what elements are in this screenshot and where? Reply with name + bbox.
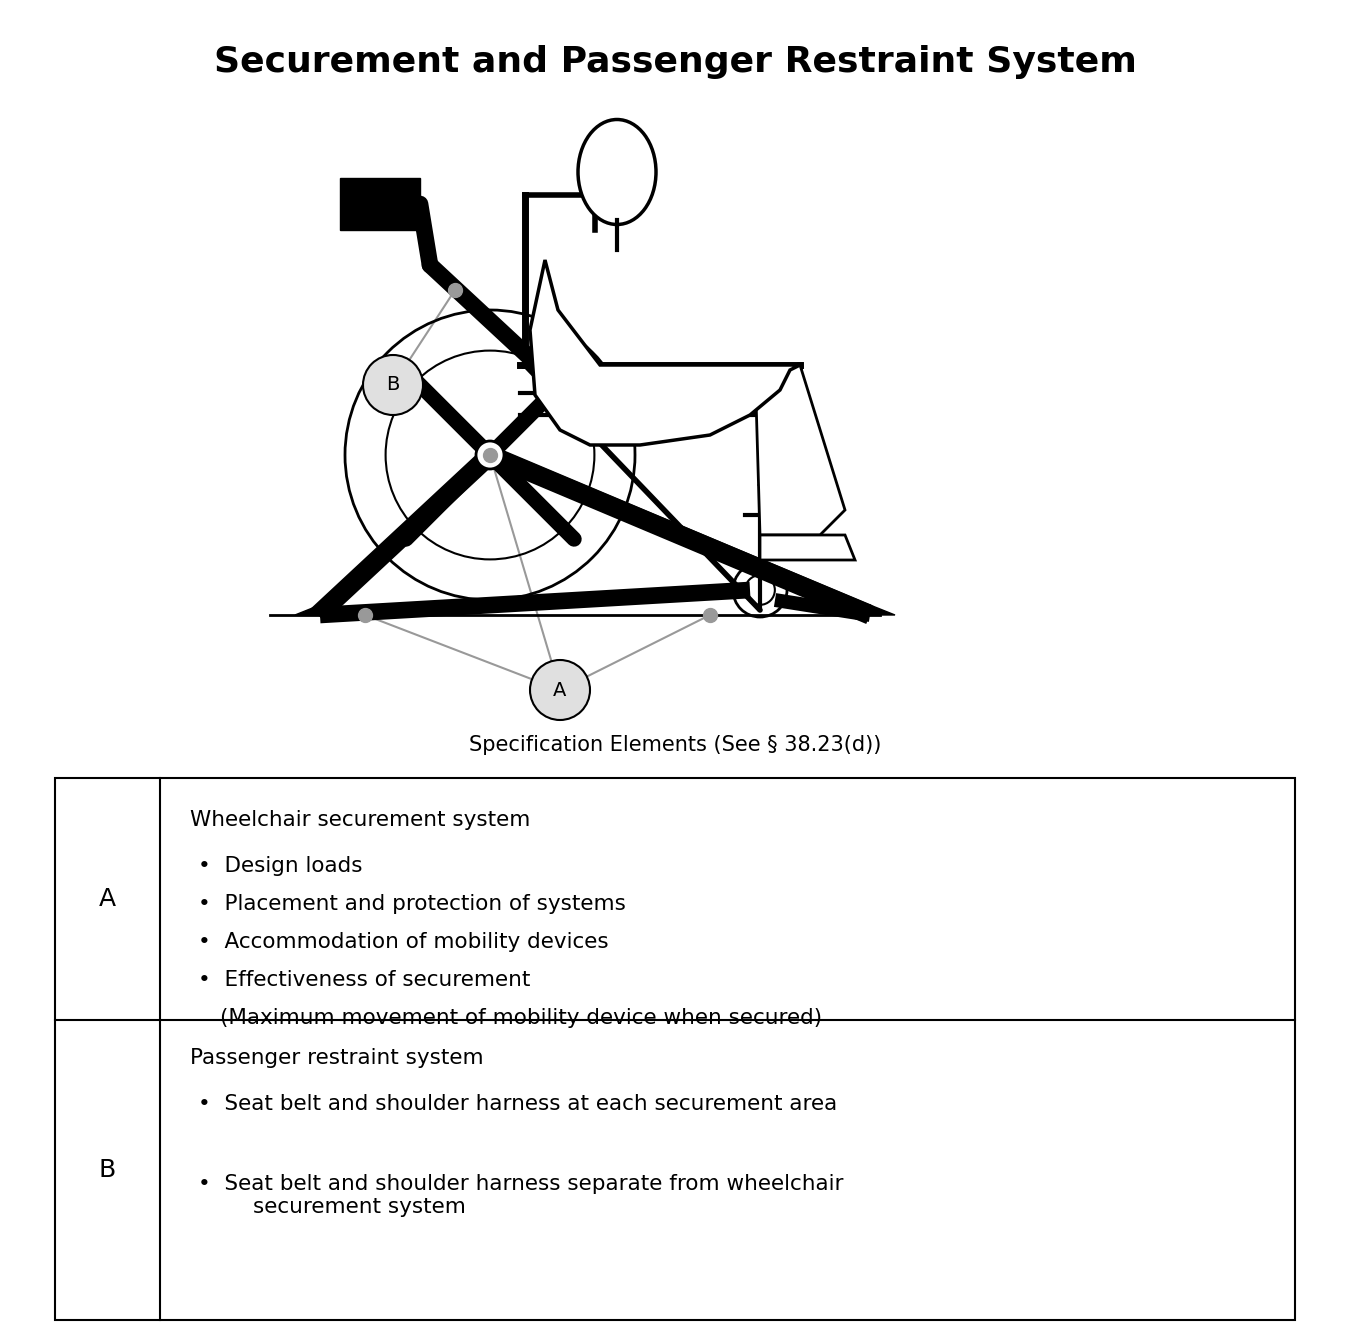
- Text: Wheelchair securement system: Wheelchair securement system: [190, 810, 531, 830]
- FancyBboxPatch shape: [55, 778, 1295, 1320]
- Text: A: A: [99, 886, 116, 911]
- Text: B: B: [386, 376, 400, 395]
- Text: (Maximum movement of mobility device when secured): (Maximum movement of mobility device whe…: [220, 1009, 822, 1027]
- Text: Securement and Passenger Restraint System: Securement and Passenger Restraint Syste…: [213, 46, 1137, 79]
- Text: •  Design loads: • Design loads: [198, 855, 363, 876]
- Polygon shape: [760, 535, 855, 560]
- Text: Passenger restraint system: Passenger restraint system: [190, 1048, 483, 1068]
- Text: A: A: [554, 681, 567, 700]
- Text: •  Effectiveness of securement: • Effectiveness of securement: [198, 970, 531, 990]
- Polygon shape: [755, 365, 845, 535]
- Ellipse shape: [578, 120, 656, 224]
- Polygon shape: [340, 179, 420, 230]
- Polygon shape: [845, 604, 895, 615]
- Text: •  Seat belt and shoulder harness at each securement area: • Seat belt and shoulder harness at each…: [198, 1095, 837, 1113]
- Text: •  Placement and protection of systems: • Placement and protection of systems: [198, 894, 626, 915]
- Circle shape: [477, 441, 504, 469]
- Text: •  Accommodation of mobility devices: • Accommodation of mobility devices: [198, 932, 609, 952]
- Text: •  Seat belt and shoulder harness separate from wheelchair
        securement sy: • Seat belt and shoulder harness separat…: [198, 1174, 844, 1217]
- Polygon shape: [296, 604, 346, 615]
- Text: B: B: [99, 1158, 116, 1182]
- Circle shape: [531, 659, 590, 720]
- Text: Specification Elements (See § 38.23(d)): Specification Elements (See § 38.23(d)): [468, 735, 882, 755]
- Circle shape: [363, 355, 423, 415]
- Polygon shape: [531, 261, 801, 445]
